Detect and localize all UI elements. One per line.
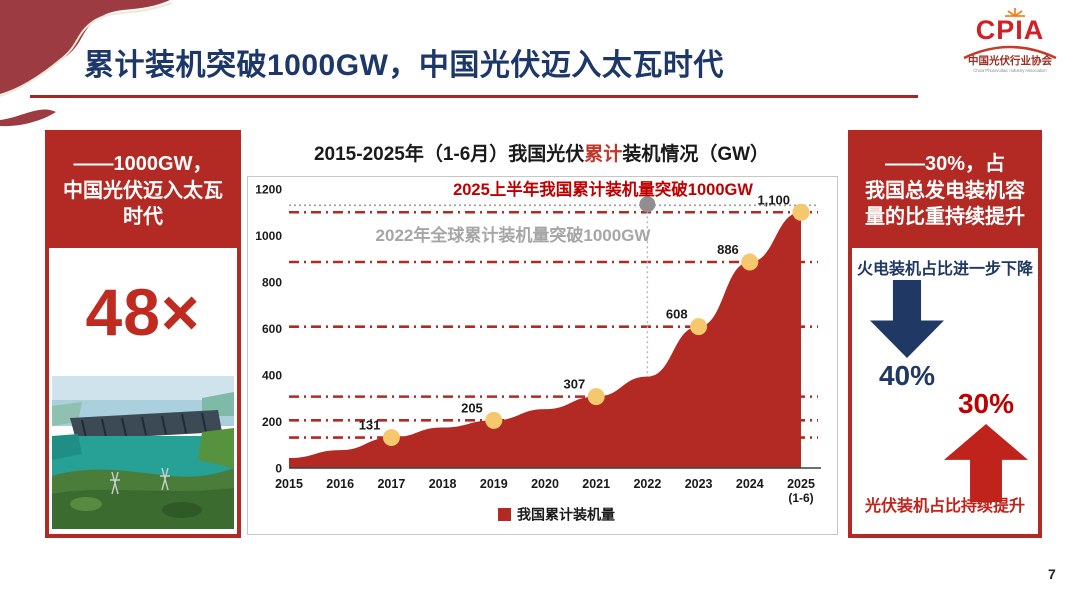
chart-title-pre: 2015-2025年（1-6月）我国光伏 — [313, 144, 585, 165]
data-point-label: 307 — [563, 377, 585, 392]
cumulative-installs-area-chart: 131 205 307 608 886 1,100 2025上半年我国累计装机量突破1000… — [255, 179, 821, 523]
arrow-down-icon — [870, 280, 944, 358]
right-heading-line2: 我国总发电装机容 — [865, 179, 1025, 202]
left-heading-line2: 中国光伏迈入太瓦 — [63, 179, 223, 202]
data-point-label: 1,100 — [757, 192, 790, 207]
dam-photo-illustration — [52, 376, 234, 529]
logo-org-cn: 中国光伏行业协会 — [968, 54, 1052, 67]
logo-acronym: CPIA — [976, 15, 1045, 45]
data-point-marker — [587, 388, 605, 406]
annotation-2022-global: 2022年全球累计装机量突破1000GW — [376, 225, 652, 245]
title-underline — [30, 95, 918, 98]
data-point-marker — [382, 429, 400, 447]
data-point-label: 886 — [717, 242, 739, 257]
chart-title-post: 装机情况（GW） — [622, 144, 770, 165]
sunburst-icon — [1005, 8, 1025, 17]
global-marker — [639, 196, 656, 213]
data-point-marker — [690, 318, 708, 336]
data-point-label: 205 — [461, 400, 483, 415]
y-tick-label: 800 — [262, 276, 282, 290]
thermal-share-text: 火电装机占比进一步下降 — [856, 261, 1033, 278]
y-tick-label: 1000 — [255, 229, 282, 243]
x-tick-label: 2017 — [377, 477, 405, 491]
dam-photo — [52, 376, 234, 529]
x-tick-label: 2019 — [480, 477, 508, 491]
arrow-up-icon — [944, 424, 1028, 502]
growth-multiplier: 48× — [85, 275, 201, 349]
right-panel: ——30%，占 我国总发电装机容 量的比重持续提升 火电装机占比进一步下降 40… — [848, 130, 1042, 538]
x-tick-label: 2016 — [326, 477, 354, 491]
corner-swoosh-decoration — [0, 0, 173, 127]
right-heading-line3: 量的比重持续提升 — [865, 206, 1025, 229]
left-panel: ——1000GW， 中国光伏迈入太瓦 时代 48× — [45, 130, 241, 538]
x-tick-label: 2023 — [685, 477, 713, 491]
x-tick-label: 2022 — [633, 477, 661, 491]
x-tick-label: 2024 — [736, 477, 764, 491]
page-title: 累计装机突破1000GW，中国光伏迈入太瓦时代 — [84, 49, 724, 82]
left-heading-line1: ——1000GW， — [73, 153, 213, 176]
y-tick-label: 0 — [275, 462, 282, 476]
y-tick-label: 1200 — [255, 183, 282, 197]
x-tick-label: 2021 — [582, 477, 610, 491]
data-point-marker — [485, 411, 503, 429]
x-tick-label: 2018 — [429, 477, 457, 491]
data-point-label: 608 — [666, 307, 688, 322]
right-panel-body: 火电装机占比进一步下降 40% 30% 光伏装机占比持续提升 — [852, 248, 1038, 520]
chart-title-highlight: 累计 — [584, 144, 623, 165]
page-number: 7 — [1048, 566, 1056, 582]
chart-title: 2015-2025年（1-6月）我国光伏累计装机情况（GW） — [247, 139, 836, 166]
legend-label: 我国累计装机量 — [517, 507, 615, 523]
y-tick-label: 600 — [262, 322, 282, 336]
legend-swatch — [498, 508, 511, 521]
logo-org-en: China Photovoltaic Industry Association — [973, 68, 1047, 73]
annotation-2025: 2025上半年我国累计装机量突破1000GW — [453, 179, 753, 199]
right-heading-line1: ——30%，占 — [884, 153, 1006, 176]
x-tick-label: 2025 — [787, 477, 815, 491]
pv-share-percent: 30% — [957, 388, 1015, 419]
chart-card: 131 205 307 608 886 1,100 2025上半年我国累计装机量突破1000… — [247, 176, 838, 535]
y-tick-label: 200 — [262, 415, 282, 429]
x-tick-label: 2020 — [531, 477, 559, 491]
y-tick-label: 400 — [262, 369, 282, 383]
data-point-marker — [792, 203, 810, 221]
cpia-logo: CPIA 中国光伏行业协会 China Photovoltaic Industr… — [963, 8, 1057, 73]
pv-share-text: 光伏装机占比持续提升 — [864, 498, 1025, 515]
data-point-label: 131 — [359, 418, 381, 433]
data-point-marker — [741, 253, 759, 271]
thermal-share-percent: 40% — [878, 360, 936, 391]
left-heading-line3: 时代 — [123, 206, 163, 229]
left-panel-heading: ——1000GW， 中国光伏迈入太瓦 时代 — [49, 134, 237, 248]
logo-arc — [963, 45, 1057, 60]
right-panel-heading: ——30%，占 我国总发电装机容 量的比重持续提升 — [852, 134, 1038, 248]
x-tick-label: 2015 — [275, 477, 303, 491]
x-tick-sub-label: (1-6) — [788, 491, 813, 505]
area-series — [289, 212, 801, 468]
